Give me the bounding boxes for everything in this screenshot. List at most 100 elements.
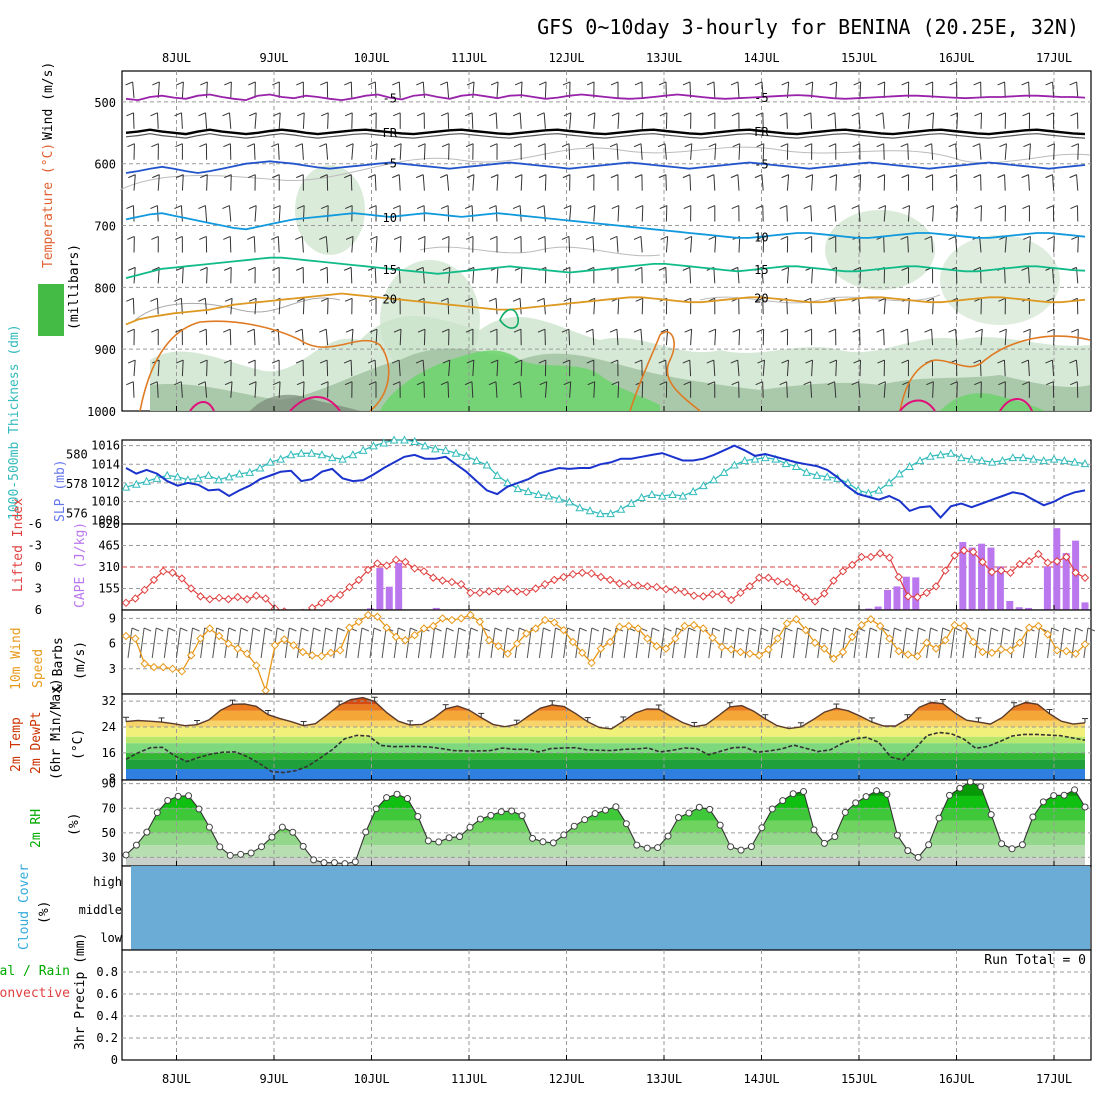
wind-barb-shaft <box>907 329 909 346</box>
wind-barb-flag <box>926 112 934 117</box>
wind-barb-flag <box>247 235 255 240</box>
wind-barb-flag <box>707 112 716 117</box>
wind-barb-shaft <box>1053 329 1055 346</box>
wind-speed-point <box>829 654 838 663</box>
wind-barb-flag <box>684 235 692 240</box>
wind-barb-shaft <box>882 112 885 129</box>
wind-barb-shaft <box>230 298 233 315</box>
wind-speed-point <box>540 615 550 625</box>
wind-barb-flag <box>684 328 692 333</box>
wind-speed-point <box>345 623 354 632</box>
rh-point <box>372 805 380 813</box>
wind-barb-shaft <box>835 360 837 377</box>
wind-barb-flag <box>562 359 571 364</box>
wind-barb-flag <box>175 359 184 364</box>
wind-barb-flag <box>150 381 158 386</box>
wind-barb-flag <box>851 112 860 117</box>
wind-barb-flag <box>489 328 498 333</box>
isotherm-label: FR <box>382 126 397 140</box>
wind-speed-point <box>475 617 485 626</box>
wind-barb-flag <box>295 235 303 240</box>
wind-barb-flag <box>587 381 595 386</box>
wind-barb-flag <box>730 81 739 86</box>
rh-point <box>351 858 359 866</box>
wind-10m-barb-shaft <box>200 627 206 659</box>
wind-barb-flag <box>1022 205 1030 210</box>
lifted-index-point <box>875 549 885 558</box>
pressure-tick: 1000 <box>87 405 116 419</box>
wind-barb-flag <box>926 297 934 302</box>
lifted-index-point <box>848 560 857 570</box>
lifted-index-point <box>1062 552 1071 562</box>
wind-barb-flag <box>1071 328 1079 333</box>
date-label-bottom: 15JUL <box>841 1072 877 1086</box>
rh-point <box>174 792 182 800</box>
wind-barb-flag <box>805 359 813 364</box>
wind-barb-flag <box>1047 328 1055 333</box>
wind-barb-flag <box>682 174 691 179</box>
lifted-index-point <box>624 579 633 589</box>
lifted-index-point <box>810 597 820 606</box>
rh-point <box>706 805 714 813</box>
wind-barb-flag <box>586 174 595 179</box>
wind-barb-flag <box>319 359 328 364</box>
wind-barb-flag <box>731 112 740 117</box>
bottom-date-axis: 8JUL 9JUL 10JUL 11JUL 12JUL 13JUL 14JUL 15JUL 16… <box>162 1072 1072 1086</box>
rh-point <box>1039 798 1047 806</box>
cloud-cover-axis-label: Cloud Cover <box>17 864 32 950</box>
wind-barb-flag <box>901 174 909 179</box>
wind-barb-flag <box>1022 381 1030 386</box>
wind-speed-point <box>289 641 298 650</box>
date-label-bottom: 17JUL <box>1036 1072 1072 1086</box>
wind-speed-point <box>186 651 196 660</box>
date-label-top: 8JUL <box>162 51 191 65</box>
lifted-index-point <box>261 594 270 603</box>
cape-bar <box>968 547 976 610</box>
wind-barb-flag <box>659 205 668 210</box>
wind-barb-shaft <box>1051 267 1055 284</box>
isotherm-label: -5 <box>754 91 768 105</box>
wind-barb-flag <box>442 266 451 271</box>
wind-barb-flag <box>585 143 594 148</box>
wind-barb-flag <box>683 205 692 210</box>
pressure-tick: 800 <box>94 281 116 295</box>
thickness-point <box>1008 453 1018 462</box>
wind-barb-flag <box>610 81 619 86</box>
wind-barb-flag <box>464 112 473 117</box>
temp-tick: 24 <box>102 720 116 734</box>
wind-barb-shaft <box>254 112 257 129</box>
lifted-index-point <box>652 582 661 592</box>
wind-barb-flag <box>828 143 836 148</box>
wind-10m-barb-flag <box>906 627 914 632</box>
wind-speed-point <box>456 614 466 623</box>
wind-barb-flag <box>878 297 886 302</box>
wind-barb-shaft <box>689 267 692 284</box>
rh-point <box>132 841 140 849</box>
wind-barb-shaft <box>230 381 233 398</box>
wind-speed-point <box>857 620 866 630</box>
slp-axis-label: SLP (mb) <box>53 459 68 522</box>
wind-barb-shaft <box>1028 236 1031 253</box>
wind-barb-flag <box>295 328 303 333</box>
wind-barb-shaft <box>520 174 523 191</box>
rh-point <box>977 783 985 791</box>
wind-speed-point <box>326 648 336 658</box>
wind-barb-flag <box>658 174 667 179</box>
wind-barb-flag <box>296 297 305 302</box>
thickness-point <box>709 475 719 484</box>
wind-barb-flag <box>562 174 571 179</box>
thickness-point <box>204 470 213 479</box>
date-label-bottom: 9JUL <box>260 1072 289 1086</box>
rh-point <box>560 831 568 839</box>
lifted-index-point <box>754 573 764 582</box>
wind-10m-barb-shaft <box>647 627 653 659</box>
wind-barb-flag <box>512 297 521 302</box>
wind-barb-shaft <box>810 112 813 129</box>
lifted-index-point <box>764 573 773 582</box>
wind-barb-flag <box>901 266 909 271</box>
wind-speed-point <box>1015 638 1025 647</box>
lifted-index-point <box>345 582 354 592</box>
rh-point <box>539 838 547 846</box>
wind-10m-barb-flag <box>410 627 418 632</box>
wind-barb-flag <box>272 205 281 210</box>
